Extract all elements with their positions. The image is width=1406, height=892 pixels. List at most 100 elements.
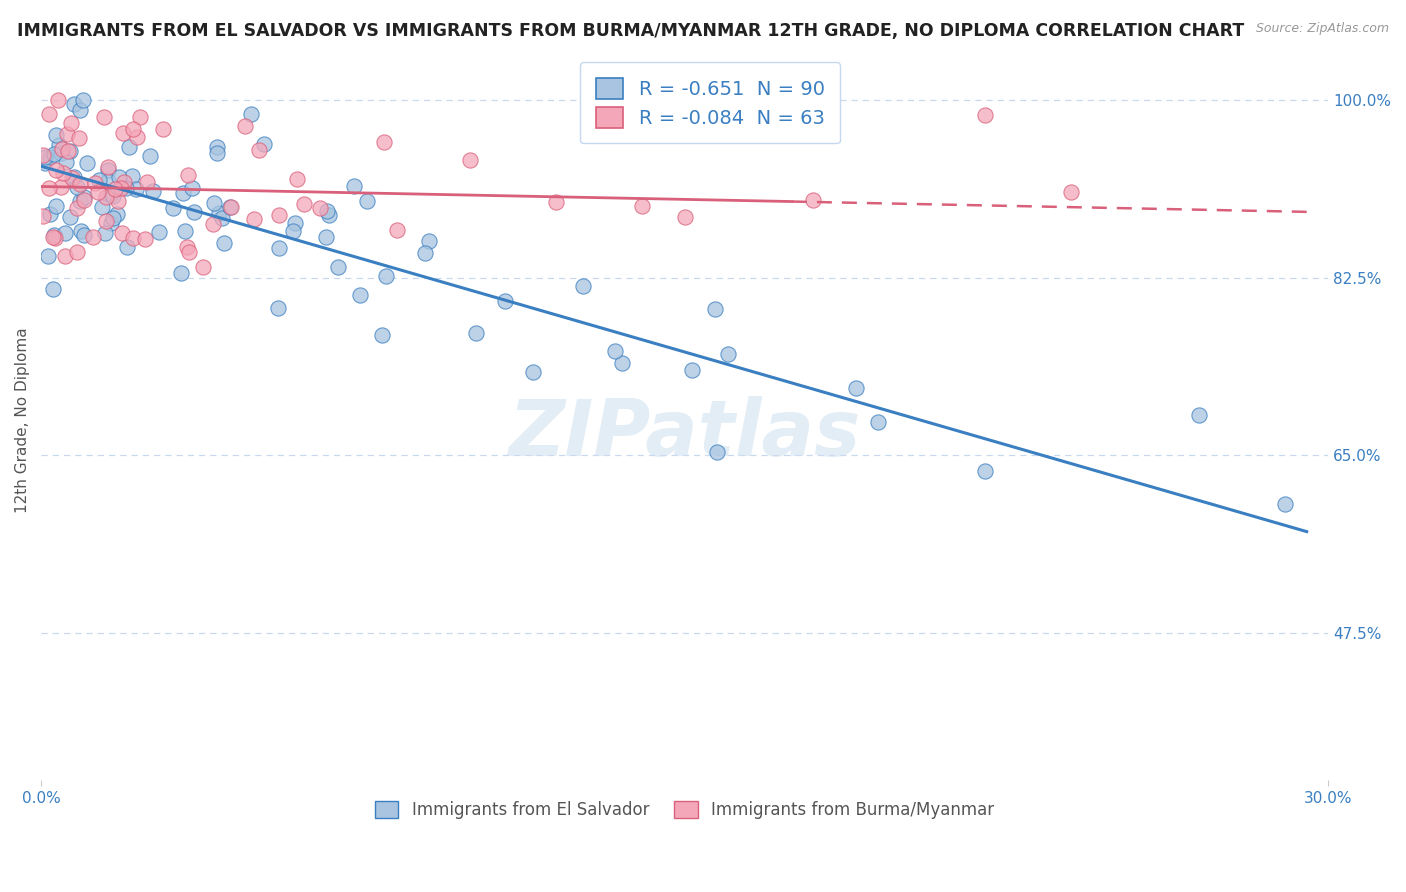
Point [371,328,394,343]
Point [82,229,104,244]
Point [267,209,290,223]
Point [107,170,129,185]
Point [285,172,308,186]
Point [34,156,56,170]
Point [845,381,868,395]
Point [129,111,152,125]
Point [105,207,128,221]
Point [39,207,62,221]
Point [38,107,60,121]
Point [86,185,108,199]
Point [218,200,240,214]
Point [242,211,264,226]
Point [45,199,67,213]
Point [60,171,83,186]
Point [522,365,544,379]
Point [42,147,65,161]
Point [385,222,408,236]
Point [42,227,65,242]
Point [72,93,94,107]
Point [315,229,337,244]
Point [172,186,194,201]
Point [66,180,89,194]
Point [318,208,340,222]
Point [283,223,305,237]
Point [55,128,77,142]
Legend: Immigrants from El Salvador, Immigrants from Burma/Myanmar: Immigrants from El Salvador, Immigrants … [368,795,1001,826]
Point [413,246,436,260]
Point [53,227,76,241]
Point [233,120,256,134]
Point [115,180,138,194]
Point [247,144,270,158]
Point [173,223,195,237]
Point [704,301,727,316]
Point [37,249,59,263]
Point [571,279,593,293]
Point [49,179,72,194]
Point [42,229,65,244]
Point [53,249,76,263]
Point [544,194,567,209]
Point [315,204,337,219]
Point [193,260,215,274]
Point [239,107,262,121]
Point [207,140,229,154]
Point [104,182,127,196]
Point [122,230,145,244]
Point [122,121,145,136]
Point [59,210,82,224]
Point [100,216,122,230]
Point [49,146,72,161]
Point [458,153,481,167]
Point [69,224,91,238]
Point [69,177,91,191]
Point [183,205,205,219]
Point [46,93,69,107]
Point [1188,409,1211,423]
Point [45,128,67,142]
Point [63,97,86,112]
Point [801,193,824,207]
Point [605,344,627,359]
Point [96,160,118,174]
Point [284,216,307,230]
Point [93,110,115,124]
Point [706,445,728,459]
Point [205,145,228,160]
Point [179,244,201,259]
Point [134,232,156,246]
Point [51,142,73,156]
Point [39,150,62,164]
Point [67,131,90,145]
Text: ZIPatlas: ZIPatlas [509,396,860,473]
Point [464,326,486,341]
Point [212,236,235,251]
Point [356,194,378,208]
Point [343,178,366,193]
Point [41,282,63,296]
Point [69,103,91,117]
Point [136,175,159,189]
Point [103,188,125,202]
Point [110,180,132,194]
Point [612,356,634,370]
Point [73,193,96,207]
Point [267,242,290,256]
Point [974,464,997,478]
Point [73,189,96,203]
Point [91,200,114,214]
Point [673,211,696,225]
Point [66,244,89,259]
Point [107,194,129,208]
Point [162,201,184,215]
Point [87,173,110,187]
Point [142,184,165,198]
Point [115,240,138,254]
Point [148,225,170,239]
Point [181,181,204,195]
Point [121,169,143,183]
Point [101,211,124,225]
Point [974,108,997,122]
Point [34,150,56,164]
